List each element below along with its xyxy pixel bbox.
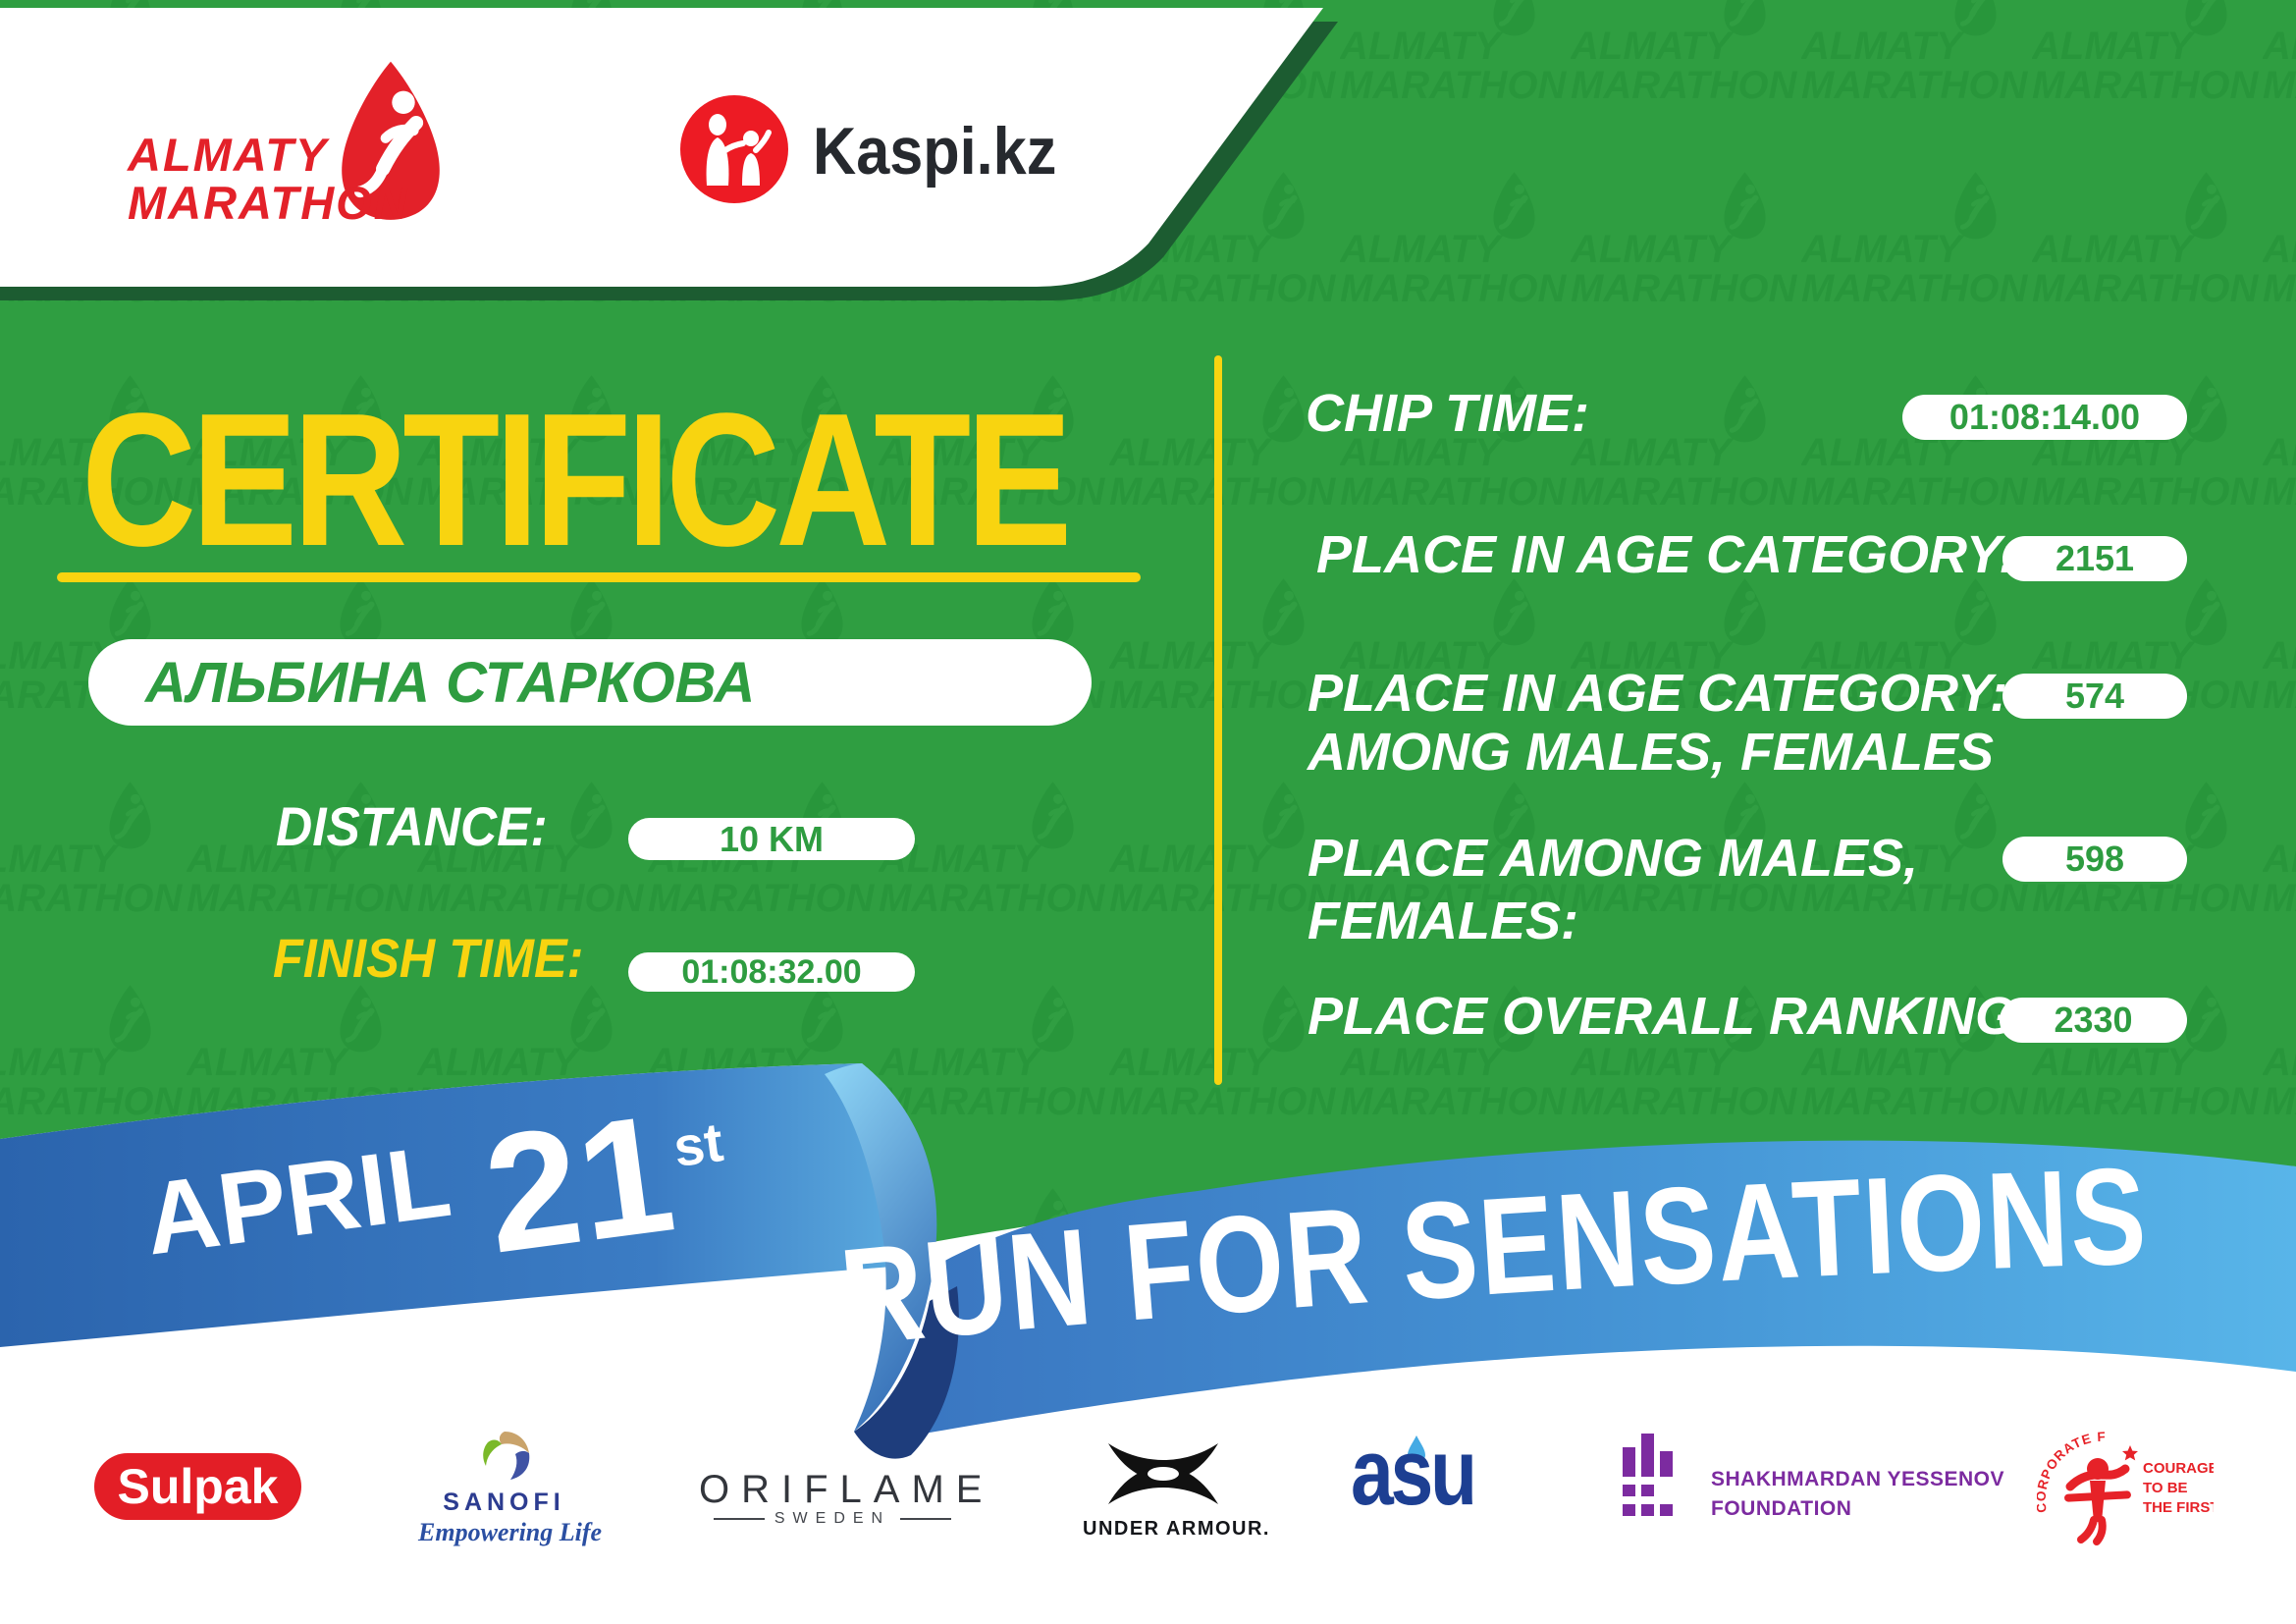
yessenov-line1: SHAKHMARDAN YESSENOV — [1711, 1468, 2004, 1490]
finish-time-label: FINISH TIME: — [273, 927, 618, 989]
place-gender-value: 598 — [2064, 839, 2125, 879]
age-category-gender-value: 574 — [2064, 676, 2125, 716]
page-title-text: CERTIFICATE — [81, 373, 1072, 585]
chip-time-value-pill: 01:08:14.00 — [1902, 395, 2187, 440]
ribbon-date-month: APRIL — [138, 1123, 457, 1277]
almaty-logo-line2: MARATHON — [128, 176, 409, 229]
finish-time-label-text: FINISH TIME: — [273, 927, 584, 989]
finish-time-value: 01:08:32.00 — [681, 952, 862, 991]
age-category-label: PLACE IN AGE CATEGORY: — [1316, 525, 2017, 584]
title-underline — [57, 572, 1141, 582]
oriflame-dash-right — [900, 1518, 952, 1520]
almaty-marathon-logo-icon — [342, 61, 440, 220]
kaspi-logo-icon — [680, 95, 788, 203]
ribbon-right-band — [913, 1140, 2296, 1435]
distance-value: 10 KM — [719, 818, 825, 859]
asu-wordmark: asu — [1351, 1420, 1477, 1525]
ribbon-date-day: 21 — [474, 1079, 684, 1289]
finish-time-value-pill: 01:08:32.00 — [628, 952, 915, 992]
sponsor-oriflame-sub: SWEDEN — [699, 1510, 966, 1528]
almaty-logo-line1: ALMATY — [128, 129, 329, 181]
participant-name: АЛЬБИНА СТАРКОВА — [145, 650, 756, 715]
stats-divider — [1214, 355, 1222, 1085]
courage-line2: TO BE — [2143, 1480, 2188, 1496]
age-category-gender-label-line2: AMONG MALES, FEMALES — [1308, 723, 1994, 782]
participant-name-pill: АЛЬБИНА СТАРКОВА — [88, 639, 1092, 726]
age-category-value-pill: 2151 — [2002, 536, 2187, 581]
sponsor-under-armour-icon — [1108, 1443, 1218, 1504]
ribbon-curl — [825, 1063, 937, 1432]
sponsor-courage-logo: CORPORATE FUND COURAGE TO BE THE FIRST! — [2037, 1432, 2214, 1545]
oriflame-sub-text: SWEDEN — [774, 1510, 891, 1527]
distance-value-pill: 10 KM — [628, 818, 915, 860]
courage-line3: THE FIRST! — [2143, 1499, 2214, 1516]
header-panel — [0, 8, 1338, 300]
place-gender-value-pill: 598 — [2002, 837, 2187, 882]
overall-ranking-label: PLACE OVERALL RANKING: — [1308, 987, 2035, 1046]
almaty-marathon-logo-text: ALMATY MARATHON — [128, 129, 409, 229]
sponsor-sanofi-icon — [483, 1432, 530, 1480]
sulpak-wordmark: Sulpak — [117, 1459, 279, 1514]
yessenov-line2: FOUNDATION — [1711, 1497, 1852, 1520]
sponsor-sanofi-wordmark: SANOFI — [443, 1489, 565, 1516]
ribbon-left-band — [0, 1063, 935, 1347]
distance-label: DISTANCE: — [276, 795, 571, 857]
chip-time-label: CHIP TIME: — [1306, 384, 1589, 443]
sponsor-sanofi-tagline: Empowering Life — [418, 1518, 603, 1546]
age-category-gender-label-line1: PLACE IN AGE CATEGORY: — [1308, 664, 2008, 723]
page-title: CERTIFICATE — [81, 385, 1255, 574]
ribbon-banner: RUN FOR SENSATIONS — [0, 1063, 2296, 1624]
distance-label-text: DISTANCE: — [276, 795, 548, 857]
ribbon-date-suffix: st — [669, 1110, 727, 1178]
courage-star-icon — [2122, 1445, 2138, 1461]
place-gender-label-line2: FEMALES: — [1308, 892, 1578, 950]
sponsor-asu-logo: asu — [1351, 1426, 1508, 1534]
courage-line1: COURAGE — [2143, 1460, 2214, 1477]
sponsor-yessenov-icon — [1623, 1434, 1673, 1516]
kaspi-wordmark: Kaspi.kz — [813, 118, 1084, 185]
sponsor-oriflame-wordmark: ORIFLAME — [699, 1468, 994, 1511]
overall-ranking-value-pill: 2330 — [2000, 998, 2187, 1043]
chip-time-value: 01:08:14.00 — [1949, 397, 2141, 437]
place-gender-label: PLACE AMONG MALES, FEMALES: — [1308, 827, 1918, 952]
asu-droplet-icon — [1408, 1435, 1425, 1463]
sponsor-sulpak-logo: Sulpak — [94, 1453, 301, 1520]
kaspi-wordmark-text: Kaspi.kz — [813, 114, 1057, 189]
sponsor-yessenov-wordmark: SHAKHMARDAN YESSENOV FOUNDATION — [1711, 1465, 2004, 1524]
age-category-value: 2151 — [2055, 538, 2135, 578]
age-category-gender-label: PLACE IN AGE CATEGORY: AMONG MALES, FEMA… — [1308, 664, 2007, 782]
oriflame-dash-left — [713, 1518, 765, 1520]
ribbon-fold-shadow — [854, 1286, 959, 1459]
place-gender-label-line1: PLACE AMONG MALES, — [1308, 829, 1919, 888]
sponsor-under-armour-wordmark: UNDER ARMOUR. — [1083, 1518, 1270, 1540]
age-category-gender-value-pill: 574 — [2002, 674, 2187, 719]
overall-ranking-value: 2330 — [2054, 1000, 2133, 1040]
